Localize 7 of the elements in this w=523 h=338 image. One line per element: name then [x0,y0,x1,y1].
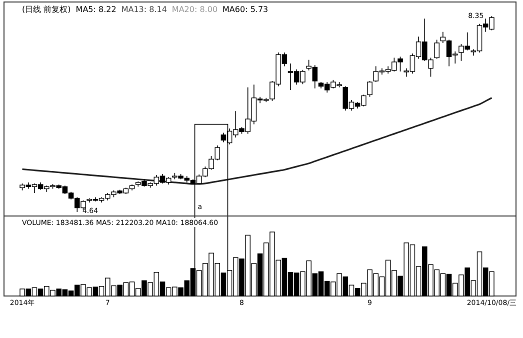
text: MA5: 8.22 [76,5,116,14]
candlestick [367,80,372,98]
candlestick [434,39,440,60]
chart-title: (日线 前复权) [22,5,71,14]
text: MA13: 8.14 [121,5,167,14]
text: MA60: 5.73 [222,5,268,14]
text: MA20: 8.00 [172,5,218,14]
